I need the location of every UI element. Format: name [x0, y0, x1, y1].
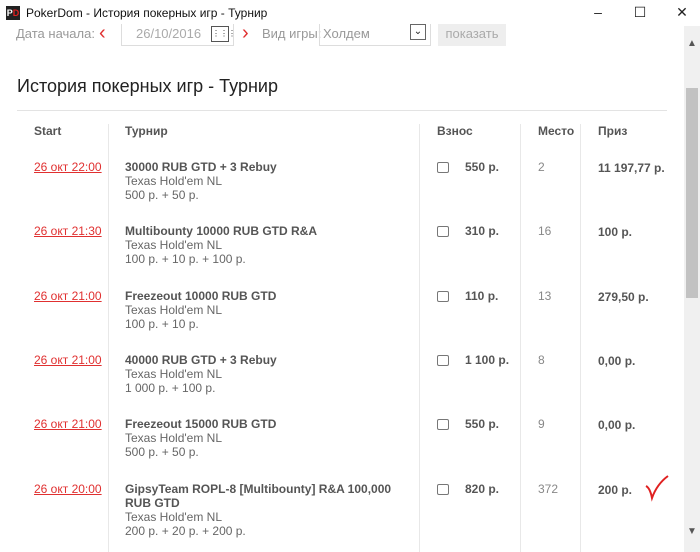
game-type: Texas Hold'em NL	[125, 238, 222, 253]
place-value: 8	[538, 352, 545, 367]
prize-value: 100 р.	[598, 225, 633, 240]
tournament-name: 40000 RUB GTD + 3 Rebuy	[125, 352, 277, 367]
start-link[interactable]: 26 окт 22:00	[34, 160, 102, 174]
game-type: Texas Hold'em NL	[125, 174, 222, 188]
table-row: 26 окт 21:00 40000 RUB GTD + 3 Rebuy Texa…	[0, 353, 684, 417]
tournament-cell: Freezeout 10000 RUB GTD Texas Hold'em NL 1…	[125, 289, 415, 331]
header-fee: Взнос	[437, 124, 473, 138]
place-value: 9	[538, 417, 545, 432]
header-start: Start	[34, 124, 62, 138]
maximize-button[interactable]: ☐	[633, 4, 647, 20]
tournament-name: 30000 RUB GTD + 3 Rebuy	[125, 160, 277, 174]
minimize-button[interactable]: –	[594, 4, 602, 20]
game-type: Texas Hold'em NL	[125, 366, 222, 381]
tournament-name: GipsyTeam ROPL-8 [Multibounty] R&A 100,0…	[125, 481, 392, 510]
wallet-icon	[437, 226, 449, 238]
prize-value: 0,00 р.	[598, 353, 636, 368]
wallet-icon	[437, 162, 449, 173]
game-type: Texas Hold'em NL	[125, 509, 222, 524]
date-input[interactable]: 26/10/2016 ⋮⋮⋮	[121, 24, 236, 46]
place-value: 13	[538, 288, 552, 303]
table-row: 26 окт 21:00 Freezeout 15000 RUB GTD Texa…	[0, 417, 684, 481]
show-button[interactable]: показать	[438, 24, 506, 46]
prize-value: 279,50 р.	[598, 289, 649, 304]
next-date-chevron-icon[interactable]: ›	[242, 22, 249, 44]
table-row: 26 окт 20:00 GipsyTeam ROPL-8 [Multiboun…	[0, 482, 684, 546]
buyin: 500 р. + 50 р.	[125, 445, 199, 460]
prize-value: 200 р.	[598, 482, 633, 497]
start-link[interactable]: 26 окт 21:00	[34, 288, 102, 303]
wallet-icon	[437, 483, 449, 495]
header-place: Место	[538, 124, 575, 138]
buyin: 1 000 р. + 100 р.	[125, 380, 216, 395]
page-title: История покерных игр - Турнир	[17, 76, 278, 96]
buyin: 500 р. + 50 р.	[125, 188, 199, 202]
scroll-down-icon[interactable]: ▼	[687, 526, 697, 537]
tournament-name: Freezeout 10000 RUB GTD	[125, 288, 277, 303]
chevron-down-icon[interactable]: ⌄	[410, 24, 426, 40]
game-type-select[interactable]: Холдем ⌄	[319, 24, 431, 46]
prize-value: 0,00 р.	[598, 418, 636, 433]
game-type-value: Холдем	[323, 26, 370, 41]
game-type-label: Вид игры:	[262, 26, 322, 41]
place-value: 16	[538, 224, 552, 239]
column-divider	[520, 124, 521, 552]
start-link[interactable]: 26 окт 21:00	[34, 352, 102, 367]
column-divider	[419, 124, 420, 552]
buyin: 200 р. + 20 р. + 200 р.	[125, 523, 246, 538]
column-divider	[108, 124, 109, 552]
table-row: 26 окт 22:00 30000 RUB GTD + 3 Rebuy Texa…	[0, 160, 684, 224]
scrollbar-thumb[interactable]	[686, 88, 698, 298]
fee-value: 820 р.	[465, 481, 500, 496]
title-bar: PD PokerDom - История покерных игр - Тур…	[0, 0, 700, 26]
tournament-cell: Freezeout 15000 RUB GTD Texas Hold'em NL 5…	[125, 417, 415, 459]
wallet-icon	[437, 290, 449, 302]
buyin: 100 р. + 10 р. + 100 р.	[125, 252, 246, 267]
tournament-cell: 30000 RUB GTD + 3 Rebuy Texas Hold'em NL 5…	[125, 160, 415, 202]
fee-value: 310 р.	[465, 224, 500, 239]
tournament-cell: 40000 RUB GTD + 3 Rebuy Texas Hold'em NL 1…	[125, 353, 415, 395]
fee-value: 550 р.	[465, 160, 500, 174]
header-prize: Приз	[598, 124, 628, 138]
divider	[17, 110, 667, 111]
scroll-up-icon[interactable]: ▲	[687, 38, 697, 49]
wallet-icon	[437, 354, 449, 366]
header-tournament: Турнир	[125, 124, 168, 138]
wallet-icon	[437, 419, 449, 431]
pokerdom-logo: PD	[6, 6, 20, 20]
column-divider	[580, 124, 581, 552]
window-title: PokerDom - История покерных игр - Турнир	[26, 6, 268, 20]
tournament-cell: Multibounty 10000 RUB GTD R&A Texas Hold'…	[125, 224, 415, 266]
game-type: Texas Hold'em NL	[125, 431, 222, 446]
fee-value: 1 100 р.	[465, 352, 510, 367]
tournament-name: Freezeout 15000 RUB GTD	[125, 417, 277, 432]
prev-date-chevron-icon[interactable]: ‹	[99, 22, 106, 44]
place-value: 372	[538, 481, 559, 496]
close-button[interactable]: ✕	[676, 4, 688, 20]
table-row: 26 окт 21:00 Freezeout 10000 RUB GTD Texa…	[0, 289, 684, 353]
start-link[interactable]: 26 окт 20:00	[34, 481, 102, 496]
fee-value: 550 р.	[465, 417, 500, 432]
fee-value: 110 р.	[465, 288, 499, 303]
place-value: 2	[538, 160, 545, 174]
game-type: Texas Hold'em NL	[125, 302, 222, 317]
red-checkmark-icon	[645, 475, 669, 502]
prize-value: 11 197,77 р.	[598, 161, 665, 175]
tournament-cell: GipsyTeam ROPL-8 [Multibounty] R&A 100,0…	[125, 482, 415, 538]
table-row: 26 окт 21:30 Multibounty 10000 RUB GTD R…	[0, 224, 684, 288]
date-label: Дата начала:	[16, 26, 95, 41]
buyin: 100 р. + 10 р.	[125, 316, 199, 331]
date-value: 26/10/2016	[136, 26, 202, 41]
tournament-name: Multibounty 10000 RUB GTD R&A	[125, 224, 318, 239]
start-link[interactable]: 26 окт 21:00	[34, 417, 102, 432]
start-link[interactable]: 26 окт 21:30	[34, 224, 102, 239]
calendar-icon[interactable]: ⋮⋮⋮	[211, 26, 236, 42]
